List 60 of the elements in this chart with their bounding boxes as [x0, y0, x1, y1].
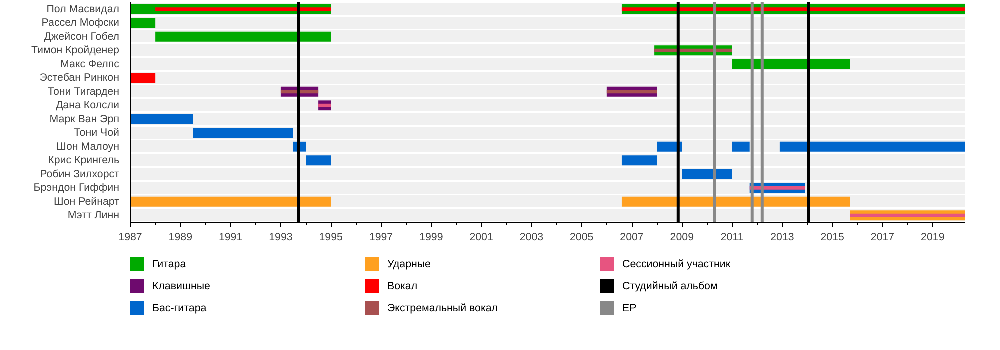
- legend-label: Вокал: [388, 280, 418, 292]
- x-tick-label: 2011: [720, 232, 744, 244]
- legend-label: Экстремальный вокал: [388, 302, 498, 314]
- x-tick-label: 2009: [670, 232, 694, 244]
- y-tick-label: Шон Малоун: [56, 140, 120, 153]
- y-tick-label: Джейсон Гобел: [44, 30, 120, 43]
- x-tick-label: 2017: [870, 232, 895, 244]
- bar: [622, 156, 658, 166]
- y-tick-label: Тони Чой: [74, 127, 120, 140]
- x-tick-label: 1987: [118, 232, 142, 244]
- bar: [130, 114, 194, 124]
- bar: [622, 8, 966, 12]
- y-tick-label: Тони Тигарден: [48, 86, 120, 98]
- x-tick-label: 1993: [269, 232, 293, 244]
- y-tick-label: Дана Колсли: [56, 100, 120, 112]
- bar: [606, 90, 658, 94]
- x-tick-label: 2015: [820, 232, 845, 244]
- bar: [130, 18, 156, 28]
- legend-label: Сессионный участник: [622, 258, 731, 270]
- bar: [654, 48, 732, 52]
- x-tick-label: 2001: [470, 232, 494, 244]
- legend-label: Студийный альбом: [622, 280, 718, 292]
- y-tick-label: Мэтт Линн: [68, 210, 120, 222]
- x-tick-label: 2005: [570, 232, 594, 244]
- bar: [622, 196, 850, 207]
- bar: [130, 196, 332, 207]
- x-tick-label: 1999: [420, 232, 444, 244]
- y-tick-label: Шон Рейнарт: [54, 196, 120, 208]
- x-tick-label: 2003: [520, 232, 544, 244]
- x-tick-label: 1995: [319, 232, 344, 244]
- legend-label: Гитара: [152, 258, 186, 270]
- bar: [850, 214, 966, 218]
- x-tick-label: 1991: [218, 232, 243, 244]
- bar: [306, 156, 332, 166]
- bar: [280, 90, 319, 94]
- bar: [682, 169, 732, 180]
- bar: [193, 128, 294, 138]
- x-tick-label: 2013: [770, 232, 794, 244]
- y-tick-label: Марк Ван Эрп: [50, 113, 120, 126]
- y-tick-label: Пол Масвидал: [46, 3, 120, 16]
- x-tick-label: 1989: [168, 232, 193, 244]
- x-tick-label: 2007: [620, 232, 644, 244]
- bar: [318, 104, 332, 108]
- x-tick-label: 2019: [921, 232, 945, 244]
- y-tick-label: Макс Фелпс: [60, 58, 120, 70]
- legend-label: Клавишные: [152, 280, 211, 292]
- bar: [780, 142, 966, 152]
- y-tick-label: Крис Крингель: [48, 154, 120, 167]
- y-tick-label: Рассел Мофски: [42, 17, 120, 30]
- legend-label: Ударные: [388, 258, 432, 270]
- y-tick-label: Тимон Кройденер: [32, 44, 120, 57]
- y-tick-label: Эстебан Ринкон: [40, 72, 120, 84]
- y-tick-label: Робин Зилхорст: [40, 168, 120, 180]
- x-tick-label: 1997: [369, 232, 394, 244]
- legend-label: EP: [622, 302, 637, 314]
- bar: [732, 59, 850, 70]
- y-tick-label: Брэндон Гиффин: [34, 182, 120, 194]
- bar: [156, 32, 332, 42]
- bar: [732, 142, 750, 152]
- legend-label: Бас-гитара: [152, 302, 207, 314]
